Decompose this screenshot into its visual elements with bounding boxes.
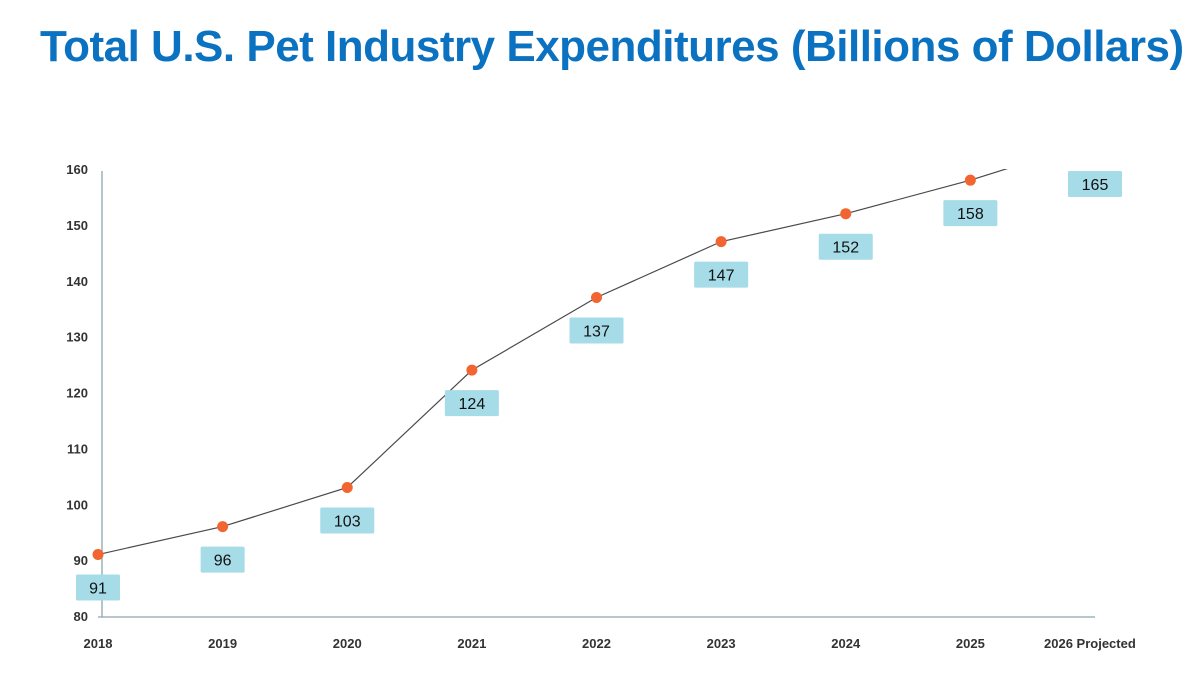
y-tick-label: 90 (74, 553, 88, 568)
data-label: 147 (694, 261, 749, 288)
data-label-box (76, 574, 120, 601)
data-label: 165 (1068, 171, 1122, 197)
data-label-text: 152 (832, 240, 859, 257)
x-tick-label: 2024 (831, 636, 861, 651)
chart-title: Total U.S. Pet Industry Expenditures (Bi… (40, 22, 1184, 71)
x-tick-label: 2021 (457, 636, 486, 651)
data-point (964, 174, 976, 186)
data-label: 152 (818, 233, 873, 260)
y-tick-label: 80 (74, 609, 88, 624)
x-tick-label: 2019 (208, 636, 237, 651)
x-tick-label: 2020 (333, 636, 362, 651)
data-label-box (694, 261, 749, 288)
data-label: 137 (569, 317, 624, 344)
data-label-text: 103 (334, 513, 361, 530)
y-tick-label: 140 (66, 274, 88, 289)
data-label-text: 147 (708, 268, 735, 285)
data-label-box (444, 390, 499, 417)
y-tick-label: 100 (66, 497, 88, 512)
data-label-box (320, 507, 375, 534)
data-label-box (200, 546, 245, 573)
data-label: 158 (943, 200, 998, 227)
data-point (466, 364, 478, 376)
data-point (715, 236, 727, 248)
data-label-text: 91 (89, 581, 107, 598)
y-tick-label: 150 (66, 218, 88, 233)
data-label-box (1068, 171, 1122, 197)
data-markers (92, 174, 976, 561)
data-label: 124 (444, 390, 499, 417)
data-point (341, 481, 353, 493)
x-tick-label: 2022 (582, 636, 611, 651)
x-axis-ticks: 2018 2019 2020 2021 2022 2023 2024 2025 2026 Pro… (84, 636, 1136, 651)
data-label: 96 (200, 546, 245, 573)
data-label: 103 (320, 507, 375, 534)
data-label: 91 (76, 574, 120, 601)
data-labels: 91 96 103 124 137 147 152 158 165 (76, 171, 1122, 601)
data-point (840, 208, 852, 220)
y-tick-label: 130 (66, 330, 88, 345)
x-tick-label: 2026 Projected (1044, 636, 1136, 651)
data-label-text: 124 (459, 396, 486, 413)
data-label-text: 165 (1082, 177, 1109, 194)
data-label-text: 158 (957, 206, 984, 223)
data-point (591, 292, 602, 304)
data-label-text: 96 (214, 553, 232, 570)
data-label-box (569, 317, 624, 344)
y-axis-ticks: 80 90 100 110 120 130 140 150 160 (66, 162, 88, 624)
data-point (217, 521, 229, 533)
data-label-box (818, 233, 873, 260)
x-tick-label: 2018 (84, 636, 113, 651)
data-label-box (943, 200, 998, 227)
y-tick-label: 120 (66, 386, 88, 401)
x-tick-label: 2025 (956, 636, 985, 651)
x-tick-label: 2023 (707, 636, 736, 651)
data-label-text: 137 (583, 324, 610, 341)
y-tick-label: 160 (66, 162, 88, 177)
y-tick-label: 110 (67, 441, 88, 456)
data-point (92, 549, 104, 561)
